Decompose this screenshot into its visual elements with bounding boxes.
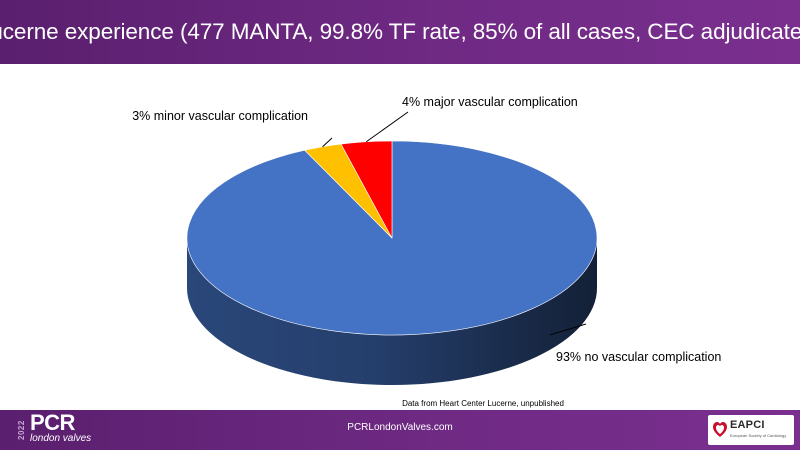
leader-line-no-complication — [549, 323, 587, 336]
leader-line-major-complication — [366, 111, 409, 143]
label-no-complication: 93% no vascular complication — [556, 350, 721, 364]
source-note: Data from Heart Center Lucerne, unpublis… — [402, 399, 564, 408]
leader-line-minor-complication — [322, 137, 333, 148]
pcr-logo-subtext: london valves — [30, 433, 92, 444]
eapci-logo-text: EAPCI — [730, 419, 765, 431]
slide-title: Lucerne experience (477 MANTA, 99.8% TF … — [0, 19, 800, 44]
slide-footer: 2022 PCR london valves PCRLondonValves.c… — [0, 410, 800, 450]
label-major-complication: 4% major vascular complication — [402, 95, 578, 109]
pie-depth — [187, 238, 597, 385]
eapci-badge: EAPCI European Society of Cardiology — [708, 415, 794, 445]
pie-chart-svg: 93% no vascular complication 3% minor vas… — [132, 95, 721, 408]
label-minor-complication: 3% minor vascular complication — [132, 109, 308, 123]
pcr-logo-text: PCR — [30, 410, 75, 435]
slice-labels: 93% no vascular complication 3% minor vas… — [132, 95, 721, 364]
slice-major-complication — [340, 140, 393, 239]
eapci-logo-subtext: European Society of Cardiology — [730, 433, 787, 438]
slice-side-no-complication — [187, 238, 597, 385]
pie-slices — [186, 140, 598, 336]
heart-icon — [713, 422, 727, 437]
slice-leader-lines — [322, 111, 587, 336]
pie-chart: 93% no vascular complication 3% minor vas… — [0, 64, 800, 410]
footer-url[interactable]: PCRLondonValves.com — [347, 422, 453, 433]
slide-header: Lucerne experience (477 MANTA, 99.8% TF … — [0, 0, 800, 64]
pcr-logo: PCR london valves — [30, 410, 92, 445]
